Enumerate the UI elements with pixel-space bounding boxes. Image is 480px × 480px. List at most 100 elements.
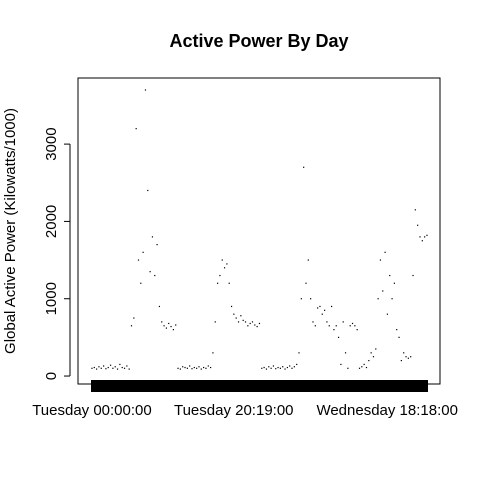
point: [189, 365, 191, 367]
point: [403, 352, 405, 354]
point: [407, 357, 409, 359]
point: [247, 325, 249, 327]
point: [300, 298, 302, 300]
point: [386, 313, 389, 315]
point: [196, 367, 198, 369]
y-axis-label: Global Active Power (Kilowatts/1000): [2, 108, 19, 354]
point: [356, 329, 358, 331]
point: [351, 322, 354, 325]
point: [349, 325, 351, 327]
point: [140, 282, 142, 284]
point: [98, 366, 100, 368]
point: [398, 336, 400, 338]
point: [312, 321, 314, 323]
point: [414, 209, 416, 211]
point: [158, 305, 161, 308]
point: [321, 313, 323, 315]
point: [107, 366, 109, 369]
point: [421, 240, 423, 242]
point: [293, 366, 295, 368]
y-tick-label: 1000: [43, 282, 60, 315]
point: [230, 305, 233, 308]
point: [151, 236, 154, 238]
point: [172, 329, 174, 331]
point: [424, 236, 426, 238]
point: [240, 315, 242, 317]
point: [144, 89, 147, 91]
point: [100, 367, 102, 369]
point: [405, 356, 407, 358]
point: [289, 365, 291, 367]
point: [244, 321, 247, 323]
point: [410, 356, 412, 358]
point: [116, 368, 119, 370]
point: [193, 366, 195, 369]
point: [254, 324, 256, 326]
point: [363, 363, 365, 366]
point: [226, 263, 228, 265]
point: [179, 368, 181, 370]
point: [133, 317, 135, 319]
point: [417, 224, 419, 226]
point: [340, 363, 342, 366]
point: [347, 367, 349, 369]
point: [91, 367, 93, 369]
point: [337, 336, 340, 338]
point: [168, 322, 170, 325]
point: [186, 367, 188, 369]
point: [391, 298, 393, 300]
point: [375, 348, 377, 350]
point: [177, 367, 179, 369]
point: [102, 365, 105, 367]
point: [310, 298, 312, 300]
point: [96, 368, 98, 370]
point: [389, 274, 391, 277]
point: [365, 366, 368, 369]
point: [251, 321, 254, 323]
point: [233, 313, 235, 315]
point: [184, 366, 186, 369]
point: [270, 367, 272, 369]
point: [305, 282, 307, 284]
point: [182, 366, 184, 368]
point: [216, 282, 219, 284]
point: [219, 274, 221, 277]
point: [228, 282, 230, 284]
point: [256, 325, 258, 328]
point: [314, 325, 316, 327]
point: [109, 364, 112, 366]
point: [370, 352, 372, 354]
point: [149, 271, 151, 273]
point: [205, 367, 207, 369]
point: [419, 236, 421, 238]
point: [161, 321, 163, 323]
point: [396, 329, 398, 331]
point: [121, 366, 123, 369]
point: [279, 367, 282, 369]
point: [126, 365, 128, 367]
point: [326, 321, 328, 323]
y-tick-label: 0: [43, 372, 60, 380]
point: [235, 317, 237, 319]
point: [342, 321, 344, 323]
point: [368, 359, 370, 362]
point: [328, 325, 330, 327]
point: [175, 324, 177, 326]
point: [382, 290, 384, 292]
point: [324, 309, 326, 311]
point: [258, 322, 261, 325]
point: [93, 366, 95, 369]
point: [249, 322, 251, 325]
x-tick-label: Tuesday 00:00:00: [32, 402, 152, 419]
point: [284, 368, 286, 370]
point: [303, 166, 305, 168]
point: [191, 368, 193, 370]
point: [384, 251, 386, 253]
point: [265, 368, 268, 370]
point: [291, 367, 293, 369]
point: [296, 363, 298, 366]
point: [156, 244, 158, 246]
point: [319, 305, 321, 308]
point: [223, 267, 226, 269]
point: [372, 356, 375, 358]
